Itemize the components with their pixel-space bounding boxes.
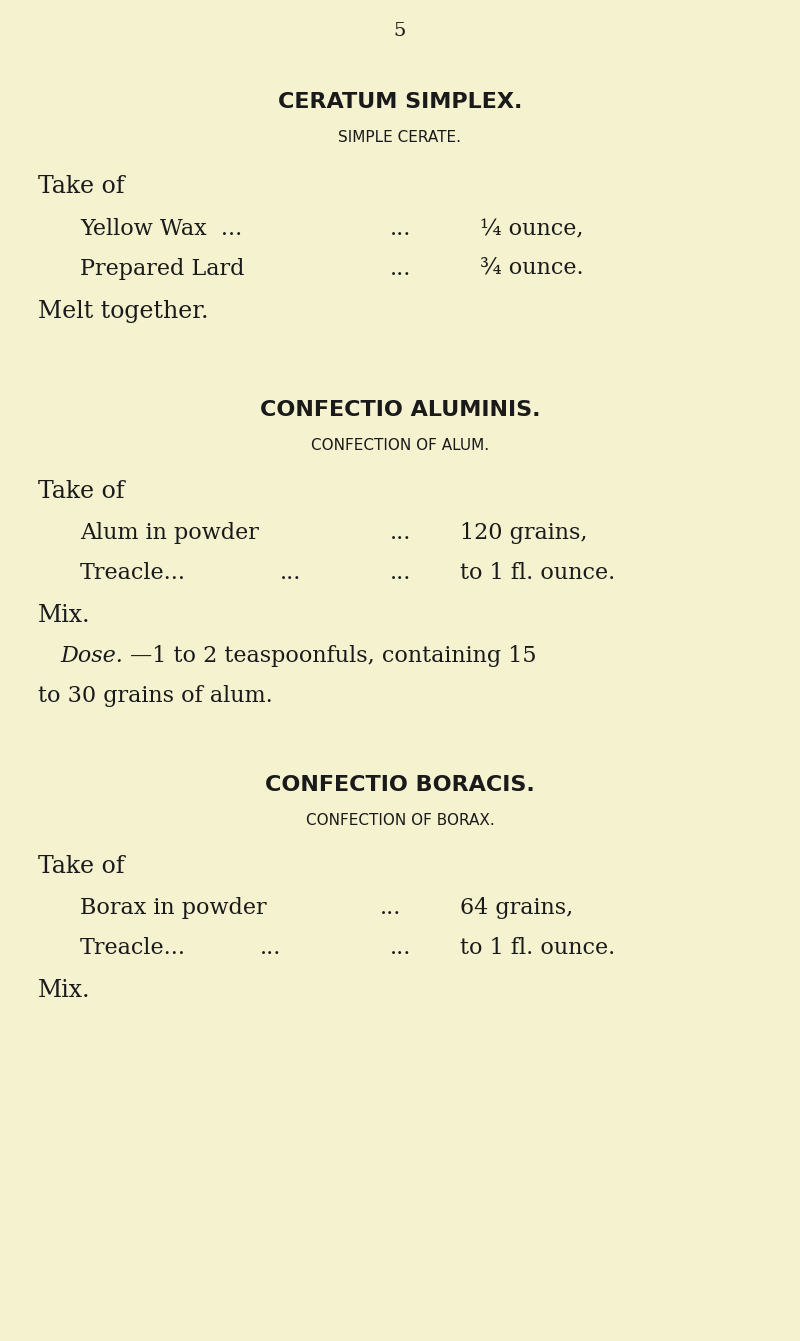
Text: Take of: Take of: [38, 480, 125, 503]
Text: Alum in powder: Alum in powder: [80, 522, 259, 544]
Text: ...: ...: [390, 522, 411, 544]
Text: to 1 fl. ounce.: to 1 fl. ounce.: [460, 937, 615, 959]
Text: ...: ...: [390, 257, 411, 280]
Text: 5: 5: [394, 21, 406, 40]
Text: ¼ ounce,: ¼ ounce,: [480, 219, 583, 240]
Text: Take of: Take of: [38, 856, 125, 878]
Text: to 30 grains of alum.: to 30 grains of alum.: [38, 685, 273, 707]
Text: SIMPLE CERATE.: SIMPLE CERATE.: [338, 130, 462, 145]
Text: Mix.: Mix.: [38, 603, 90, 628]
Text: Treacle...: Treacle...: [80, 937, 186, 959]
Text: ...: ...: [280, 562, 302, 583]
Text: Prepared Lard: Prepared Lard: [80, 257, 245, 280]
Text: Dose.: Dose.: [60, 645, 123, 666]
Text: Yellow Wax  ...: Yellow Wax ...: [80, 219, 242, 240]
Text: Mix.: Mix.: [38, 979, 90, 1002]
Text: CONFECTION OF ALUM.: CONFECTION OF ALUM.: [311, 439, 489, 453]
Text: Borax in powder: Borax in powder: [80, 897, 266, 919]
Text: ...: ...: [390, 562, 411, 583]
Text: to 1 fl. ounce.: to 1 fl. ounce.: [460, 562, 615, 583]
Text: 64 grains,: 64 grains,: [460, 897, 574, 919]
Text: ...: ...: [260, 937, 282, 959]
Text: Take of: Take of: [38, 174, 125, 198]
Text: CERATUM SIMPLEX.: CERATUM SIMPLEX.: [278, 93, 522, 113]
Text: ...: ...: [390, 937, 411, 959]
Text: Melt together.: Melt together.: [38, 300, 209, 323]
Text: ¾ ounce.: ¾ ounce.: [480, 257, 584, 280]
Text: CONFECTIO BORACIS.: CONFECTIO BORACIS.: [265, 775, 535, 795]
Text: Treacle...: Treacle...: [80, 562, 186, 583]
Text: ...: ...: [390, 219, 411, 240]
Text: CONFECTIO ALUMINIS.: CONFECTIO ALUMINIS.: [260, 400, 540, 420]
Text: CONFECTION OF BORAX.: CONFECTION OF BORAX.: [306, 813, 494, 827]
Text: —1 to 2 teaspoonfuls, containing 15: —1 to 2 teaspoonfuls, containing 15: [130, 645, 537, 666]
Text: ...: ...: [380, 897, 402, 919]
Text: 120 grains,: 120 grains,: [460, 522, 587, 544]
